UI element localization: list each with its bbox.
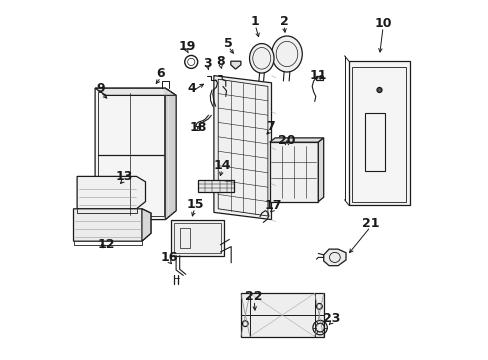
- Circle shape: [376, 87, 381, 93]
- Ellipse shape: [271, 36, 302, 72]
- Polygon shape: [323, 249, 346, 266]
- Text: 1: 1: [250, 15, 259, 28]
- Polygon shape: [95, 88, 176, 220]
- Text: 8: 8: [216, 55, 224, 68]
- Polygon shape: [95, 88, 176, 95]
- Polygon shape: [77, 176, 145, 209]
- Polygon shape: [348, 61, 409, 205]
- Polygon shape: [241, 293, 323, 337]
- Polygon shape: [269, 138, 323, 142]
- Text: 18: 18: [189, 121, 207, 134]
- Text: 13: 13: [115, 170, 132, 183]
- Text: 17: 17: [264, 199, 282, 212]
- Polygon shape: [165, 88, 176, 220]
- Polygon shape: [269, 142, 318, 202]
- Polygon shape: [213, 76, 271, 220]
- Polygon shape: [197, 180, 234, 192]
- Text: 9: 9: [96, 82, 104, 95]
- Text: 14: 14: [213, 159, 230, 172]
- Polygon shape: [73, 209, 151, 241]
- Ellipse shape: [249, 44, 273, 73]
- Text: 12: 12: [97, 238, 114, 251]
- Polygon shape: [318, 138, 323, 202]
- Text: 21: 21: [361, 217, 379, 230]
- Text: 22: 22: [245, 291, 263, 303]
- Text: 6: 6: [156, 67, 165, 80]
- Text: 11: 11: [309, 69, 326, 82]
- Text: 20: 20: [278, 134, 295, 147]
- Polygon shape: [170, 220, 224, 256]
- Text: 2: 2: [279, 15, 288, 28]
- Text: 19: 19: [178, 40, 195, 53]
- Text: 15: 15: [186, 198, 203, 211]
- Text: 7: 7: [265, 120, 274, 133]
- Polygon shape: [230, 61, 241, 69]
- Text: 4: 4: [187, 82, 196, 95]
- Text: 3: 3: [203, 57, 212, 69]
- Text: 23: 23: [322, 312, 340, 325]
- Polygon shape: [142, 209, 151, 241]
- Text: 5: 5: [224, 37, 232, 50]
- Text: 10: 10: [374, 17, 391, 30]
- Polygon shape: [316, 76, 322, 80]
- Text: 16: 16: [160, 251, 177, 264]
